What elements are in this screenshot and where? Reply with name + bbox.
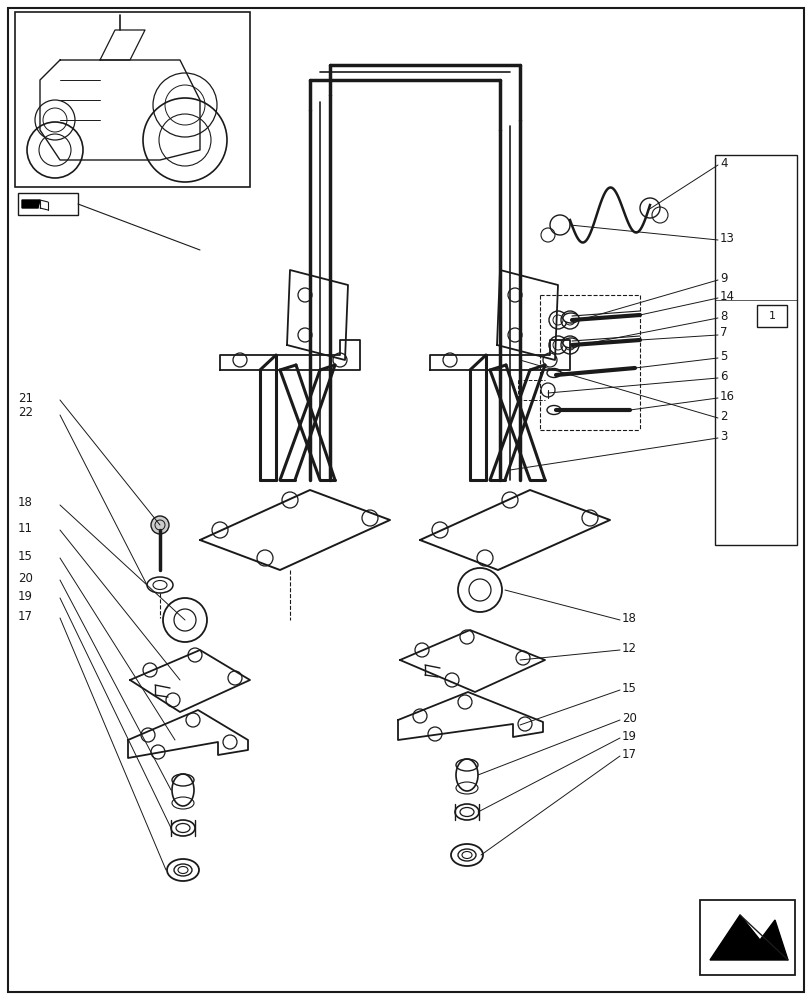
Text: 15: 15 — [621, 682, 636, 694]
Text: 3: 3 — [719, 430, 727, 442]
Bar — [714, 155, 796, 545]
Text: 7: 7 — [719, 326, 727, 340]
Ellipse shape — [547, 368, 560, 377]
Text: 9: 9 — [719, 271, 727, 284]
Polygon shape — [22, 197, 50, 211]
Circle shape — [151, 516, 169, 534]
Ellipse shape — [547, 406, 560, 414]
Text: 1: 1 — [767, 311, 775, 321]
Text: 18: 18 — [621, 611, 636, 624]
Text: 22: 22 — [18, 406, 33, 420]
Text: 16: 16 — [719, 389, 734, 402]
Bar — [18, 193, 78, 215]
Text: 20: 20 — [18, 572, 32, 584]
Text: 5: 5 — [719, 350, 727, 362]
Bar — [15, 12, 250, 187]
Polygon shape — [709, 915, 787, 960]
Text: 6: 6 — [719, 369, 727, 382]
Text: 20: 20 — [621, 712, 636, 724]
Text: 11: 11 — [18, 522, 33, 534]
Text: 13: 13 — [719, 232, 734, 244]
Text: 18: 18 — [18, 496, 32, 510]
Text: 21: 21 — [18, 391, 33, 404]
Text: 17: 17 — [621, 748, 636, 760]
Ellipse shape — [562, 338, 578, 348]
Polygon shape — [22, 200, 40, 208]
Bar — [699, 900, 794, 975]
Text: 17: 17 — [18, 609, 33, 622]
Text: 14: 14 — [719, 290, 734, 302]
Text: 2: 2 — [719, 410, 727, 422]
Text: 19: 19 — [621, 730, 636, 742]
Text: 19: 19 — [18, 589, 33, 602]
Ellipse shape — [562, 313, 578, 323]
Text: 8: 8 — [719, 310, 727, 322]
Text: 4: 4 — [719, 157, 727, 170]
Bar — [756, 305, 786, 327]
Text: 12: 12 — [621, 642, 636, 654]
Text: 15: 15 — [18, 550, 32, 562]
